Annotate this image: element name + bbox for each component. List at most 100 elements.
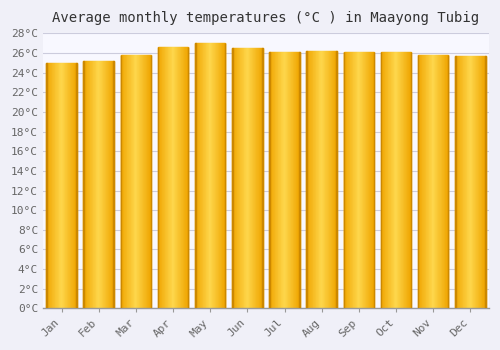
- Bar: [441, 55, 442, 308]
- Bar: [54, 63, 56, 308]
- Bar: [400, 52, 402, 308]
- Bar: [293, 52, 294, 308]
- Bar: [102, 61, 104, 308]
- Bar: [61, 63, 62, 308]
- Bar: [271, 52, 272, 308]
- Bar: [182, 47, 183, 308]
- Bar: [260, 48, 261, 308]
- Bar: [383, 52, 384, 308]
- Bar: [485, 56, 486, 308]
- Bar: [331, 51, 332, 308]
- Bar: [197, 43, 198, 308]
- Bar: [47, 63, 48, 308]
- Bar: [161, 47, 162, 308]
- Bar: [244, 48, 245, 308]
- Bar: [284, 52, 286, 308]
- Bar: [397, 52, 398, 308]
- Bar: [216, 43, 217, 308]
- Bar: [296, 52, 298, 308]
- Bar: [72, 63, 73, 308]
- Bar: [306, 51, 307, 308]
- Bar: [322, 51, 323, 308]
- Bar: [138, 55, 139, 308]
- Bar: [408, 52, 409, 308]
- Bar: [424, 55, 425, 308]
- Bar: [283, 52, 284, 308]
- Bar: [439, 55, 440, 308]
- Bar: [321, 51, 322, 308]
- Bar: [355, 52, 356, 308]
- Bar: [85, 61, 86, 308]
- Bar: [370, 52, 371, 308]
- Bar: [200, 43, 201, 308]
- Bar: [97, 61, 98, 308]
- Bar: [158, 47, 160, 308]
- Bar: [210, 43, 211, 308]
- Bar: [60, 63, 61, 308]
- Bar: [233, 48, 234, 308]
- Bar: [427, 55, 428, 308]
- Bar: [122, 55, 123, 308]
- Bar: [390, 52, 392, 308]
- Bar: [52, 63, 53, 308]
- Bar: [409, 52, 410, 308]
- Bar: [105, 61, 106, 308]
- Bar: [172, 47, 173, 308]
- Bar: [477, 56, 478, 308]
- Bar: [286, 52, 287, 308]
- Bar: [330, 51, 331, 308]
- Bar: [294, 52, 295, 308]
- Bar: [104, 61, 105, 308]
- Bar: [455, 56, 456, 308]
- Bar: [372, 52, 374, 308]
- Bar: [359, 52, 360, 308]
- Bar: [344, 52, 345, 308]
- Bar: [149, 55, 150, 308]
- Bar: [215, 43, 216, 308]
- Bar: [392, 52, 393, 308]
- Bar: [162, 47, 163, 308]
- Bar: [432, 55, 433, 308]
- Bar: [459, 56, 460, 308]
- Bar: [107, 61, 108, 308]
- Bar: [248, 48, 249, 308]
- Bar: [86, 61, 88, 308]
- Bar: [163, 47, 164, 308]
- Bar: [436, 55, 437, 308]
- Bar: [468, 56, 469, 308]
- Bar: [478, 56, 480, 308]
- Bar: [289, 52, 290, 308]
- Bar: [177, 47, 178, 308]
- Bar: [201, 43, 202, 308]
- Bar: [184, 47, 185, 308]
- Bar: [410, 52, 411, 308]
- Bar: [406, 52, 408, 308]
- Bar: [235, 48, 236, 308]
- Bar: [212, 43, 213, 308]
- Bar: [169, 47, 170, 308]
- Bar: [318, 51, 320, 308]
- Bar: [186, 47, 188, 308]
- Bar: [333, 51, 334, 308]
- Bar: [206, 43, 207, 308]
- Bar: [484, 56, 485, 308]
- Bar: [134, 55, 135, 308]
- Bar: [485, 56, 486, 308]
- Bar: [360, 52, 361, 308]
- Bar: [299, 52, 300, 308]
- Bar: [384, 52, 386, 308]
- Bar: [332, 51, 333, 308]
- Bar: [348, 52, 349, 308]
- Bar: [345, 52, 346, 308]
- Bar: [306, 51, 307, 308]
- Bar: [136, 55, 138, 308]
- Bar: [195, 43, 196, 308]
- Bar: [57, 63, 58, 308]
- Bar: [232, 48, 233, 308]
- Bar: [259, 48, 260, 308]
- Bar: [76, 63, 77, 308]
- Bar: [277, 52, 278, 308]
- Bar: [410, 52, 411, 308]
- Bar: [382, 52, 383, 308]
- Bar: [458, 56, 459, 308]
